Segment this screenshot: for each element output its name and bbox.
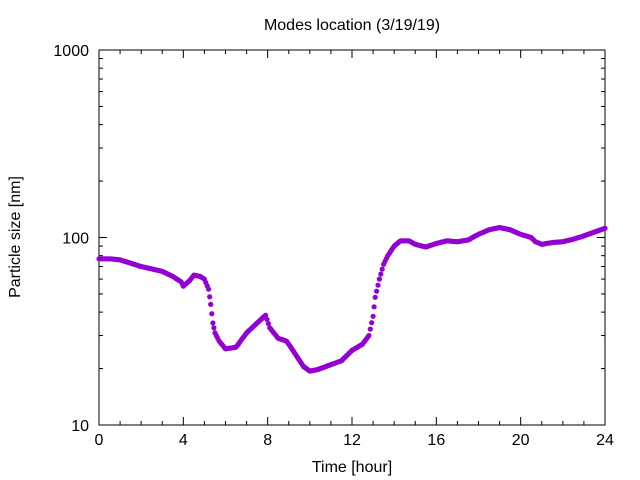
chart-title: Modes location (3/19/19)	[264, 17, 440, 34]
x-tick-label: 12	[343, 432, 361, 449]
y-axis-label: Particle size [nm]	[7, 176, 24, 298]
x-tick-label: 4	[179, 432, 188, 449]
data-point	[265, 321, 271, 327]
x-tick-label: 24	[596, 432, 614, 449]
data-point	[208, 301, 214, 307]
data-point	[369, 320, 375, 326]
y-tick-label: 10	[71, 418, 89, 435]
y-tick-label: 1000	[53, 43, 89, 60]
x-tick-label: 8	[263, 432, 272, 449]
data-point	[376, 276, 382, 282]
data-point	[378, 271, 384, 277]
data-point	[372, 294, 378, 300]
data-point	[366, 332, 372, 339]
data-points-group	[96, 224, 608, 374]
x-tick-label: 20	[512, 432, 530, 449]
data-point	[210, 320, 216, 326]
data-point	[263, 312, 269, 318]
data-point	[211, 325, 217, 331]
data-point	[264, 316, 270, 322]
data-point	[209, 311, 215, 317]
x-tick-label: 0	[95, 432, 104, 449]
data-point	[602, 225, 608, 231]
y-tick-label: 100	[62, 231, 89, 248]
x-axis-label: Time [hour]	[312, 459, 392, 476]
data-point	[370, 313, 376, 319]
data-point	[367, 326, 373, 332]
data-point	[206, 286, 212, 292]
data-point	[375, 282, 381, 288]
data-point	[371, 304, 377, 310]
x-tick-label: 16	[427, 432, 445, 449]
data-point	[374, 288, 380, 294]
axes-group: 0 4 8 12 16 20 24 10 100 1000	[53, 43, 614, 449]
data-point	[207, 294, 213, 300]
data-point	[379, 266, 385, 272]
